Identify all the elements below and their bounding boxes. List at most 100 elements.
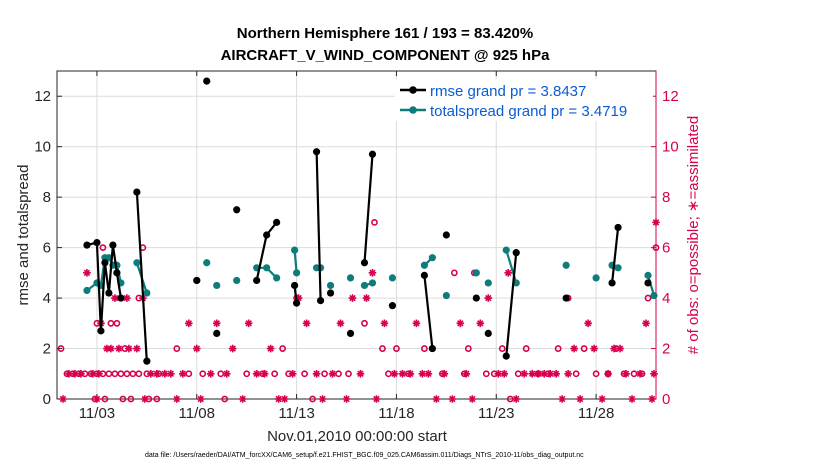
obs-possible-marker bbox=[371, 218, 378, 226]
spread-point bbox=[83, 286, 91, 295]
obs-assimilated-star bbox=[648, 395, 656, 403]
obs-assimilated-marker bbox=[133, 344, 141, 353]
obs-assimilated-marker bbox=[328, 369, 337, 378]
obs-assimilated-marker bbox=[252, 369, 261, 378]
rmse-point bbox=[502, 352, 510, 360]
obs-possible-marker bbox=[420, 345, 428, 352]
spread-point bbox=[293, 269, 301, 277]
obs-possible-marker bbox=[482, 370, 490, 378]
y-tick-label: 12 bbox=[34, 88, 51, 105]
obs-assimilated-star bbox=[622, 369, 630, 378]
rmse-point bbox=[644, 279, 652, 287]
obs-assimilated-star bbox=[604, 369, 612, 378]
obs-assimilated-marker bbox=[528, 369, 537, 378]
y2-tick-label: 12 bbox=[662, 88, 679, 105]
obs-assimilated-star bbox=[266, 344, 275, 353]
obs-assimilated-marker bbox=[95, 369, 103, 378]
obs-assimilated-marker bbox=[184, 319, 193, 328]
obs-possible-marker bbox=[99, 244, 107, 252]
series-lines bbox=[83, 77, 658, 365]
obs-assimilated-marker bbox=[244, 319, 253, 328]
obs-possible-marker bbox=[199, 370, 207, 378]
rmse-point bbox=[368, 150, 377, 158]
obs-assimilated-star bbox=[398, 369, 407, 378]
obs-assimilated-star bbox=[356, 369, 365, 378]
rmse-line-segment bbox=[423, 275, 434, 349]
obs-possible-marker bbox=[301, 370, 308, 378]
obs-assimilated-star bbox=[336, 319, 345, 328]
obs-assimilated-marker bbox=[107, 344, 115, 353]
obs-assimilated-star bbox=[390, 369, 399, 378]
y2-tick-label: 0 bbox=[662, 391, 670, 408]
obs-assimilated-star bbox=[93, 395, 101, 403]
legend-box bbox=[395, 79, 653, 121]
obs-assimilated-star bbox=[294, 294, 303, 302]
obs-assimilated-marker bbox=[125, 344, 133, 353]
obs-assimilated-star bbox=[636, 369, 644, 378]
rmse-point bbox=[101, 259, 109, 267]
obs-assimilated-star bbox=[368, 269, 377, 277]
obs-assimilated-star bbox=[476, 319, 485, 328]
obs-assimilated-marker bbox=[610, 344, 618, 353]
spread-point bbox=[213, 281, 221, 290]
obs-assimilated-star bbox=[161, 369, 169, 378]
obs-assimilated-marker bbox=[312, 369, 321, 378]
obs-possible-marker bbox=[111, 370, 119, 378]
rmse-point bbox=[263, 231, 271, 239]
obs-assimilated-marker bbox=[476, 319, 485, 328]
obs-assimilated-marker bbox=[432, 395, 441, 403]
obs-assimilated-marker bbox=[540, 369, 548, 378]
obs-assimilated-star bbox=[512, 395, 521, 403]
obs-assimilated-star bbox=[192, 344, 201, 353]
obs-assimilated-marker bbox=[412, 319, 421, 328]
obs-assimilated-star bbox=[500, 369, 509, 378]
obs-assimilated-star bbox=[244, 319, 253, 328]
obs-assimilated-star bbox=[380, 319, 389, 328]
obs-possible-marker bbox=[345, 370, 352, 378]
obs-assimilated-marker bbox=[178, 369, 187, 378]
spread-point bbox=[273, 274, 281, 282]
obs-assimilated-star bbox=[440, 369, 449, 378]
obs-assimilated-star bbox=[348, 294, 357, 302]
obs-assimilated-star bbox=[328, 369, 337, 378]
obs-assimilated-star bbox=[598, 395, 606, 403]
obs-assimilated-star bbox=[95, 369, 103, 378]
obs-assimilated-marker bbox=[558, 395, 566, 403]
obs-possible-marker bbox=[321, 370, 328, 378]
legend-rmse-label: rmse grand pr = 3.8437 bbox=[430, 83, 586, 100]
obs-assimilated-star bbox=[652, 218, 660, 227]
obs-assimilated-marker bbox=[274, 395, 283, 403]
rmse-point bbox=[562, 294, 570, 302]
spread-point bbox=[368, 279, 377, 287]
obs-assimilated-marker bbox=[390, 369, 399, 378]
obs-assimilated-marker bbox=[424, 369, 433, 378]
obs-assimilated-marker bbox=[196, 395, 205, 403]
rmse-point bbox=[312, 148, 321, 156]
obs-assimilated-marker bbox=[406, 369, 415, 378]
obs-assimilated-marker bbox=[362, 294, 371, 302]
rmse-point bbox=[253, 276, 261, 285]
obs-assimilated-star bbox=[628, 395, 636, 403]
obs-assimilated-star bbox=[147, 369, 155, 378]
spread-point bbox=[428, 254, 436, 262]
obs-assimilated-star bbox=[184, 319, 193, 328]
obs-possible-marker bbox=[127, 395, 135, 403]
obs-assimilated-marker bbox=[368, 269, 377, 277]
obs-assimilated-marker bbox=[228, 344, 237, 353]
obs-assimilated-star bbox=[167, 369, 175, 378]
obs-possible-marker bbox=[135, 370, 143, 378]
obs-assimilated-marker bbox=[380, 319, 389, 328]
obs-possible-marker bbox=[123, 370, 131, 378]
obs-assimilated-marker bbox=[628, 395, 636, 403]
obs-assimilated-marker bbox=[71, 369, 79, 378]
obs-assimilated-star bbox=[83, 269, 91, 277]
obs-assimilated-marker bbox=[604, 369, 612, 378]
obs-assimilated-star bbox=[362, 294, 371, 302]
obs-assimilated-marker bbox=[167, 369, 175, 378]
chart-subtitle: AIRCRAFT_V_WIND_COMPONENT @ 925 hPa bbox=[221, 47, 551, 64]
obs-assimilated-marker bbox=[141, 395, 149, 403]
spread-line-segment bbox=[293, 250, 298, 273]
obs-assimilated-marker bbox=[636, 369, 644, 378]
obs-assimilated-star bbox=[65, 369, 73, 378]
obs-possible-marker bbox=[243, 370, 251, 378]
